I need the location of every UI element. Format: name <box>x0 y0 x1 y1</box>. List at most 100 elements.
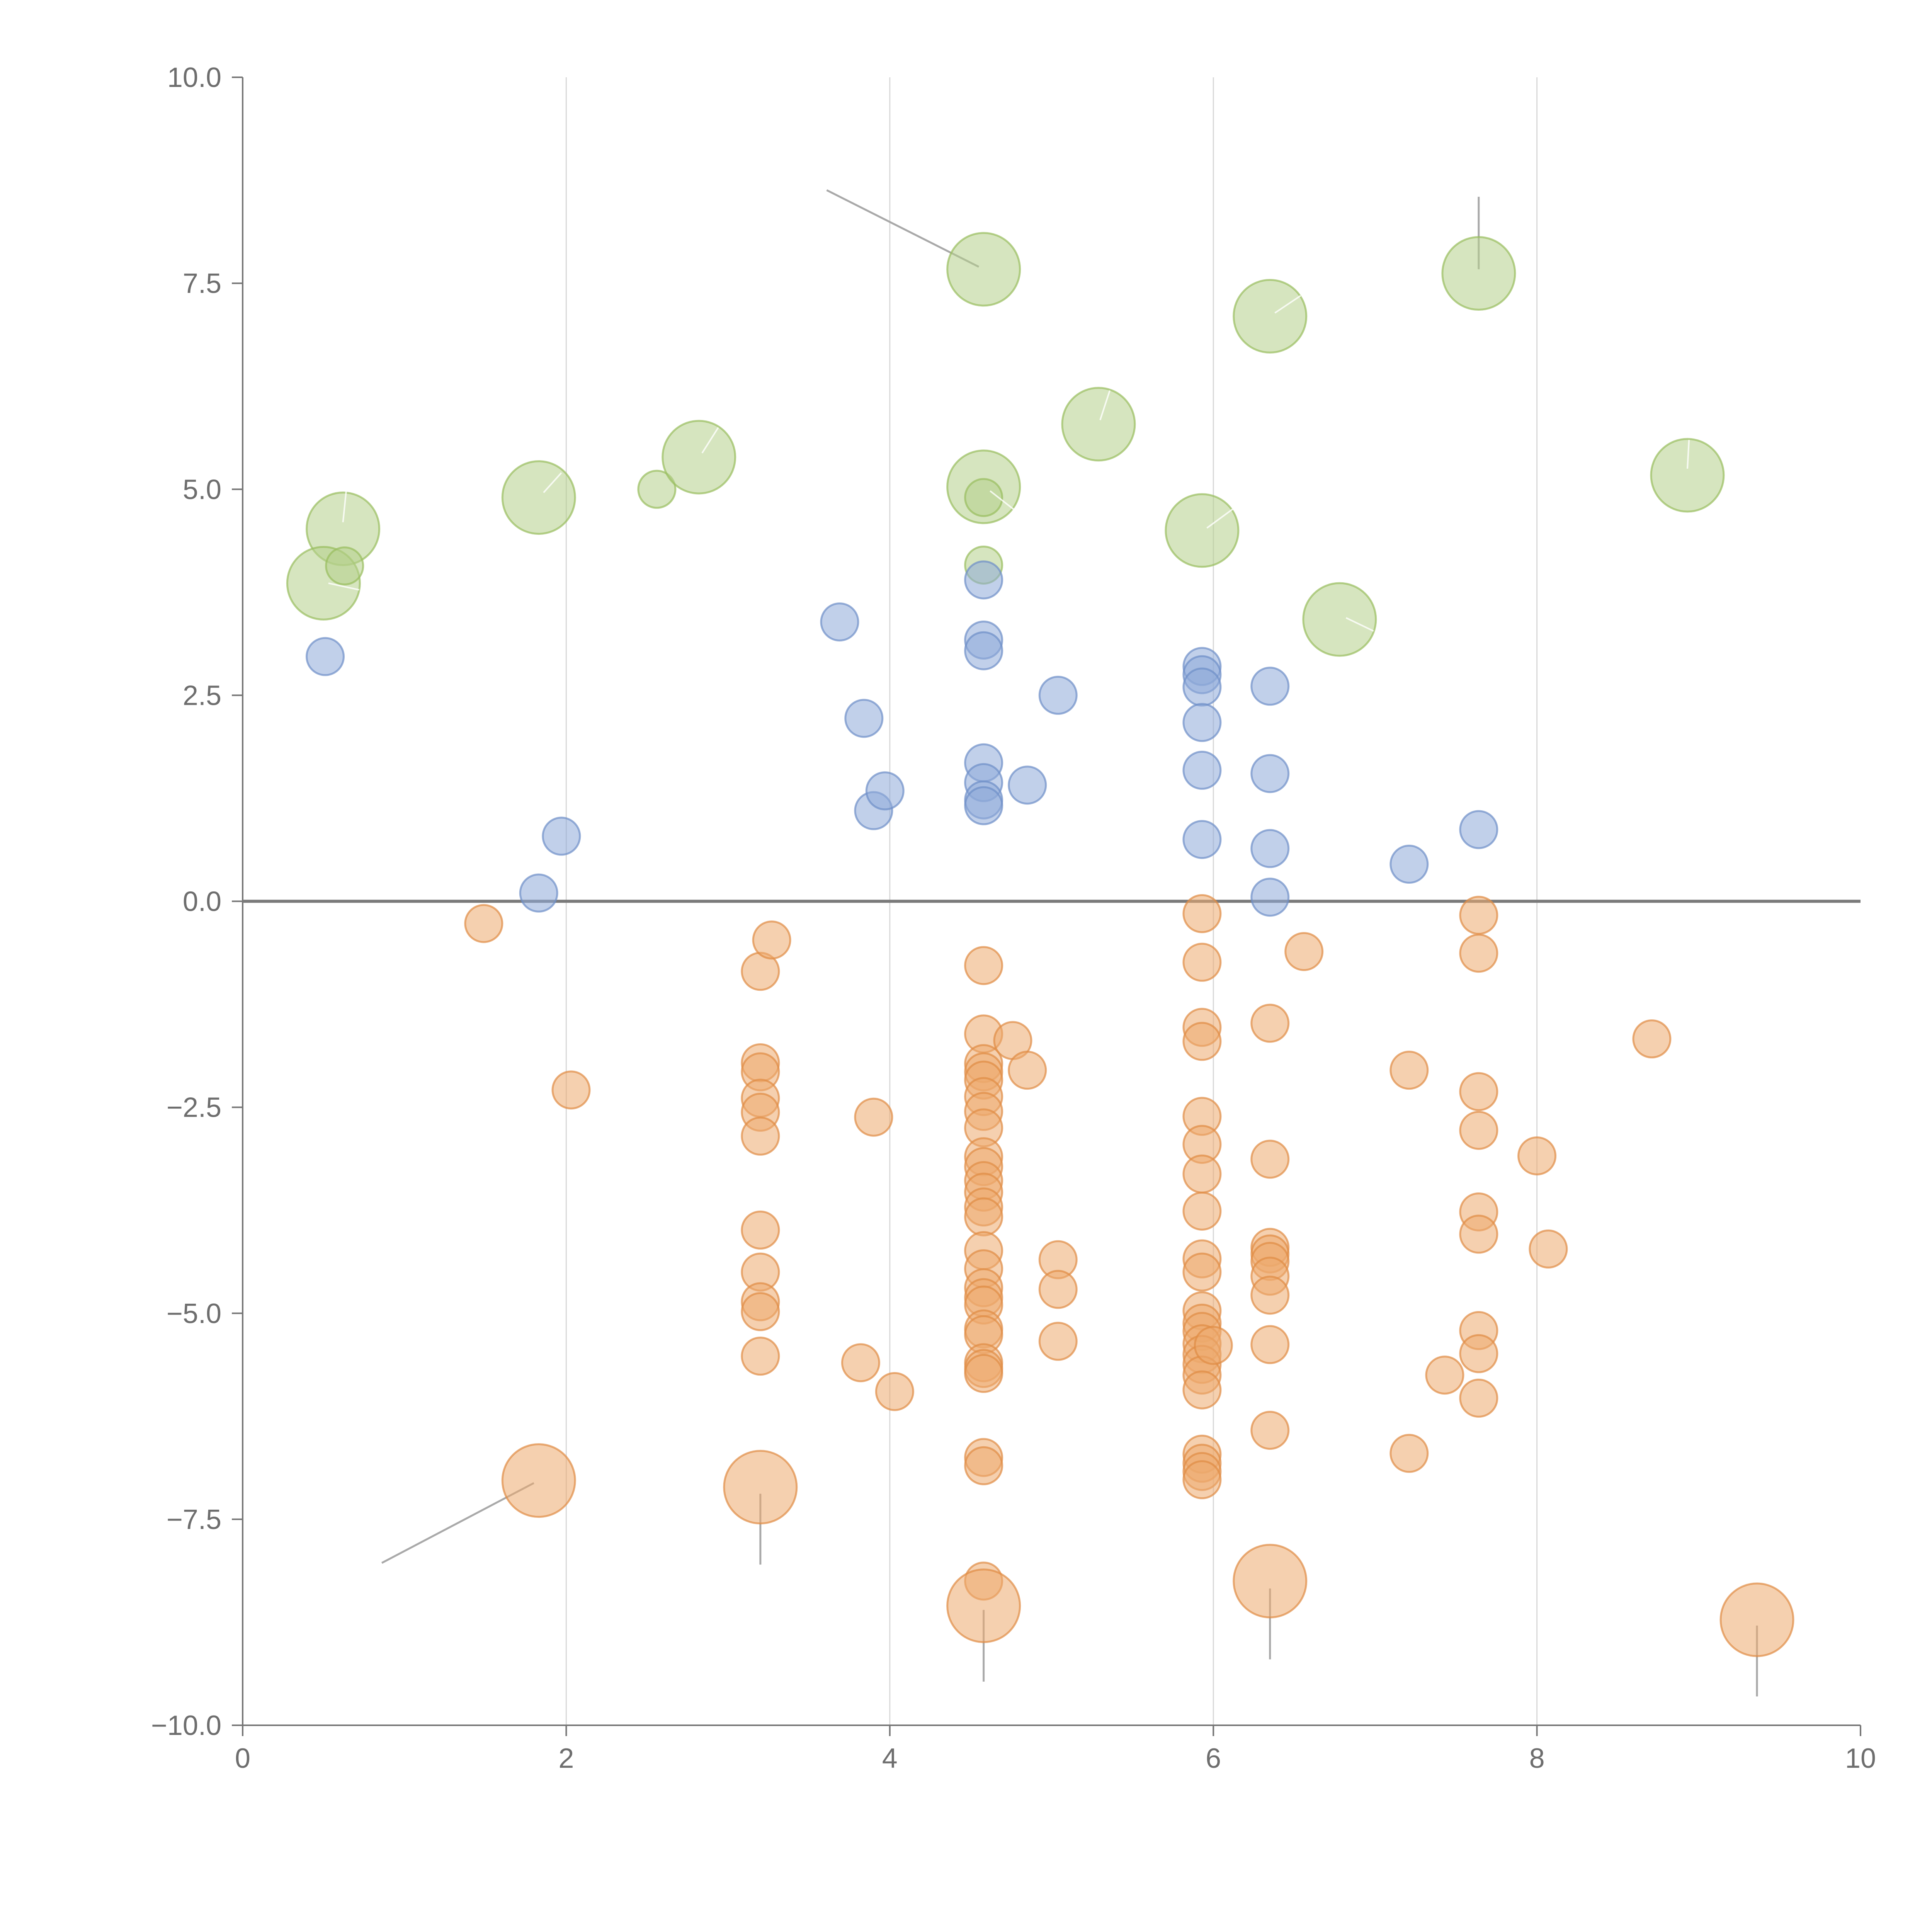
orange-point <box>1182 1460 1222 1500</box>
orange-point <box>1194 1326 1233 1365</box>
orange-point <box>1038 1270 1078 1309</box>
orange-point <box>1250 1003 1290 1043</box>
orange-point <box>1284 932 1324 971</box>
x-tick-label: 0 <box>235 1743 250 1774</box>
green-point <box>1165 493 1240 568</box>
inner-leader-line <box>990 490 1015 511</box>
blue-point <box>1250 829 1290 868</box>
green-point <box>662 420 736 495</box>
inner-leader-line <box>1345 617 1374 632</box>
orange-point <box>1250 1411 1290 1450</box>
x-tick-label: 8 <box>1529 1743 1545 1774</box>
blue-point <box>865 771 905 811</box>
orange-point <box>752 920 791 960</box>
orange-point <box>1719 1582 1794 1657</box>
orange-point <box>964 1197 1003 1236</box>
x-tick-label: 2 <box>558 1743 574 1774</box>
orange-point <box>1182 1252 1222 1292</box>
orange-point <box>1182 894 1222 933</box>
inner-leader-lines <box>328 295 1690 632</box>
y-tick-label: −7.5 <box>167 1504 221 1535</box>
blue-point <box>1459 810 1498 849</box>
orange-point <box>741 1210 780 1250</box>
orange-point <box>875 1372 914 1411</box>
x-tick-label: 6 <box>1206 1743 1221 1774</box>
y-tick-label: −10.0 <box>151 1710 221 1741</box>
blue-point <box>519 873 558 913</box>
blue-point <box>844 699 884 738</box>
blue-point <box>1038 675 1078 715</box>
blue-point <box>964 631 1003 670</box>
orange-point <box>741 1337 780 1376</box>
orange-point <box>1389 1051 1429 1090</box>
blue-point <box>1182 820 1222 859</box>
blue-point <box>1008 765 1047 805</box>
orange-point <box>1250 1139 1290 1179</box>
orange-point <box>964 946 1003 985</box>
orange-point <box>854 1097 893 1137</box>
orange-point <box>1182 1191 1222 1231</box>
inner-leader-line <box>701 427 719 454</box>
y-tick-label: 5.0 <box>183 474 221 505</box>
inner-leader-line <box>1206 508 1233 529</box>
inner-leader-line <box>543 472 562 493</box>
orange-point <box>501 1443 576 1518</box>
orange-point <box>1459 896 1498 935</box>
orange-point <box>1425 1355 1464 1395</box>
blue-point <box>1182 750 1222 790</box>
orange-point <box>1459 1334 1498 1373</box>
green-point <box>1650 438 1725 513</box>
orange-point <box>1459 1111 1498 1150</box>
orange-point <box>1250 1276 1290 1315</box>
blue-point <box>306 637 345 676</box>
green-point <box>964 478 1003 517</box>
orange-point <box>1008 1051 1047 1090</box>
orange-point <box>741 1292 780 1331</box>
orange-point <box>841 1343 880 1383</box>
orange-point <box>1459 1378 1498 1418</box>
orange-point <box>1038 1321 1078 1361</box>
data-points <box>286 232 1794 1657</box>
y-tick-label: 0.0 <box>183 886 221 917</box>
blue-point <box>1182 667 1222 707</box>
inner-leader-line <box>342 491 347 522</box>
orange-point <box>946 1568 1021 1643</box>
orange-point <box>964 1446 1003 1485</box>
blue-point <box>964 560 1003 600</box>
inner-leader-line <box>1686 440 1690 469</box>
blue-point <box>1389 845 1429 884</box>
blue-point <box>820 602 859 642</box>
orange-point <box>1182 942 1222 982</box>
inner-leader-line <box>1099 390 1111 420</box>
x-tick-label: 10 <box>1845 1743 1876 1774</box>
blue-point <box>1250 878 1290 917</box>
green-point <box>325 546 364 586</box>
y-tick-label: 10.0 <box>167 62 221 93</box>
green-point <box>1233 279 1308 354</box>
orange-point <box>1389 1434 1429 1473</box>
orange-point <box>1459 934 1498 973</box>
green-point <box>1302 582 1377 657</box>
blue-point <box>542 816 581 856</box>
orange-point <box>1632 1019 1672 1059</box>
orange-point <box>1182 1154 1222 1194</box>
green-point <box>1061 387 1136 462</box>
green-point <box>637 469 677 509</box>
orange-point <box>464 904 503 943</box>
orange-point <box>741 1116 780 1156</box>
orange-point <box>964 1354 1003 1393</box>
orange-point <box>723 1450 798 1525</box>
y-tick-label: 2.5 <box>183 680 221 711</box>
orange-point <box>1182 1370 1222 1410</box>
green-point <box>1441 236 1516 311</box>
orange-point <box>1459 1072 1498 1111</box>
inner-leader-line <box>328 582 359 591</box>
x-tick-label: 4 <box>882 1743 898 1774</box>
orange-point <box>1529 1229 1568 1269</box>
blue-point <box>1250 754 1290 793</box>
axes: −10.0 −7.5 −5.0 −2.5 0.0 2.5 5.0 7.5 10.0 0 2 4 6 8 10 <box>151 62 1876 1774</box>
y-tick-label: −2.5 <box>167 1092 221 1123</box>
green-point <box>501 460 576 535</box>
